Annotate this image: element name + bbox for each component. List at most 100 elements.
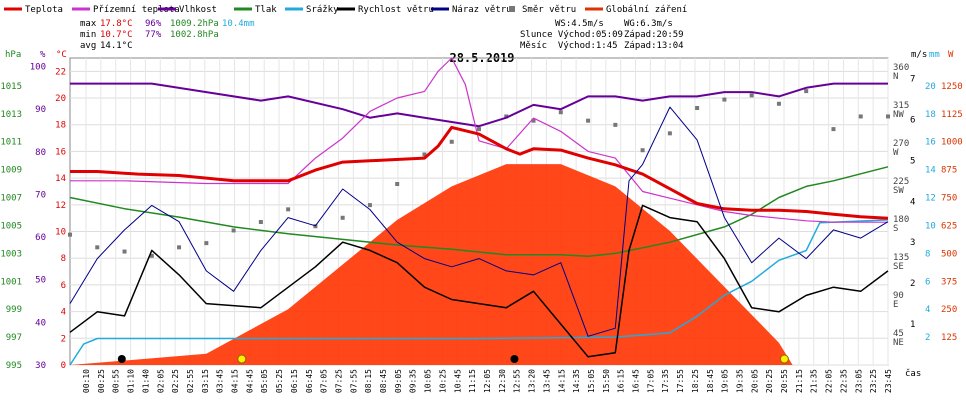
dir-tick-label: 45 xyxy=(893,329,904,339)
hpa-tick-label: 1011 xyxy=(0,138,22,148)
wind-dir-point xyxy=(804,89,809,94)
legend-label-pressure: Tlak xyxy=(255,5,277,15)
legend-label-rain: Srážky xyxy=(306,5,339,15)
sunrise-marker xyxy=(237,354,247,364)
stats-min-hum: 77% xyxy=(145,30,162,40)
x-tick-label: 06:15 xyxy=(290,369,299,393)
x-tick-label: 18:25 xyxy=(691,369,700,393)
w-unit: W xyxy=(948,50,954,60)
mm-tick-label: 12 xyxy=(925,194,936,204)
temp-tick-label: 20 xyxy=(55,94,66,104)
x-tick-label: 10:05 xyxy=(424,369,433,393)
temp-tick-label: 8 xyxy=(61,254,66,264)
wind-dir-point xyxy=(613,122,618,127)
wind-wg: WG:6.3m/s xyxy=(624,19,673,29)
legend-item-rain: Srážky xyxy=(285,5,339,15)
wind-dir-point xyxy=(258,220,263,224)
mm-unit: mm xyxy=(929,50,940,60)
wind-dir-point xyxy=(695,106,700,110)
wind-dir-point xyxy=(95,245,100,250)
dir-tick-label: NW xyxy=(893,110,904,120)
dir-tick-label: 180 xyxy=(893,215,909,225)
plot-area xyxy=(68,57,890,366)
x-tick-label: 03:15 xyxy=(201,369,210,393)
sun-rise: Slunce Východ:05:09 xyxy=(520,30,623,40)
w-tick-label: 1250 xyxy=(941,82,963,92)
x-tick-label: 21:35 xyxy=(810,369,819,393)
wind-dir-point xyxy=(204,241,209,246)
pct-tick-label: 30 xyxy=(35,361,46,371)
wind-dir-point xyxy=(449,139,454,144)
wind-dir-point xyxy=(286,207,291,212)
x-tick-label: 09:05 xyxy=(394,369,403,393)
stats-min-pres: 1002.8hPa xyxy=(170,30,219,40)
wind-dir-point xyxy=(858,114,863,119)
legend-item-pressure: Tlak xyxy=(234,5,277,15)
w-tick-label: 125 xyxy=(941,333,957,343)
x-tick-label: 09:35 xyxy=(409,369,418,393)
w-tick-label: 375 xyxy=(941,277,957,287)
x-tick-label: 14:35 xyxy=(572,369,581,393)
w-tick-label: 1000 xyxy=(941,138,963,148)
x-tick-label: 17:35 xyxy=(661,369,670,393)
axes: 00:10 00:25 00:55 01:10 01:40 02:05 02:25 02:55… xyxy=(0,50,962,393)
stats-max-temp: 17.8°C xyxy=(100,19,133,29)
x-tick-label: 00:55 xyxy=(112,369,121,393)
series-temperature xyxy=(70,125,889,220)
w-tick-label: 1125 xyxy=(941,110,963,120)
legend-item-temperature: Teplota xyxy=(4,5,63,15)
pct-tick-label: 80 xyxy=(35,148,46,158)
hpa-tick-label: 1001 xyxy=(0,277,22,287)
dir-tick-label: 270 xyxy=(893,139,909,149)
mm-tick-label: 16 xyxy=(925,138,936,148)
ms-tick-label: 4 xyxy=(910,197,915,207)
w-tick-label: 625 xyxy=(941,221,957,231)
x-tick-label: 06:45 xyxy=(305,369,314,393)
pct-tick-label: 60 xyxy=(35,233,46,243)
legend-label-wind-gust: Náraz větru xyxy=(452,5,512,15)
pct-tick-label: 90 xyxy=(35,105,46,115)
mm-tick-label: 2 xyxy=(925,333,930,343)
hpa-tick-label: 1013 xyxy=(0,110,22,120)
legend-label-solar: Globální záření xyxy=(606,5,687,15)
x-tick-label: 02:05 xyxy=(156,369,165,393)
x-tick-label: 03:45 xyxy=(216,369,225,393)
x-tick-label: 18:45 xyxy=(706,369,715,393)
temp-tick-label: 10 xyxy=(55,228,66,238)
temp-tick-label: 22 xyxy=(55,67,66,77)
wind-dir-point xyxy=(558,110,563,115)
wind-dir-point xyxy=(422,152,427,157)
x-tick-label: 01:10 xyxy=(127,369,136,393)
temp-tick-label: 4 xyxy=(61,308,66,318)
wind-dir-point xyxy=(177,245,182,250)
pct-tick-label: 50 xyxy=(35,276,46,286)
temp-tick-label: 2 xyxy=(61,334,66,344)
w-tick-label: 500 xyxy=(941,249,957,259)
x-tick-label: 20:25 xyxy=(765,369,774,393)
moon-rise: Měsíc Východ:1:45 xyxy=(520,41,618,51)
moonrise-marker xyxy=(117,355,126,363)
legend-swatch-wind-dir xyxy=(509,6,515,12)
legend-item-solar: Globální záření xyxy=(585,5,687,15)
stats-block: max 17.8°C 96% 1009.2hPa 10.4mm min 10.7… xyxy=(80,19,255,51)
temp-tick-label: 16 xyxy=(55,147,66,157)
x-tick-label: 10:25 xyxy=(438,369,447,393)
legend-label-wind-dir: Směr větru xyxy=(522,5,576,15)
dir-tick-label: 90 xyxy=(893,291,904,301)
hpa-tick-label: 1007 xyxy=(0,194,22,204)
hpa-tick-label: 997 xyxy=(6,333,22,343)
wind-dir-point xyxy=(122,249,127,254)
pct-tick-label: 70 xyxy=(35,190,46,200)
stats-max-label: max xyxy=(80,19,97,29)
temp-tick-label: 12 xyxy=(55,201,66,211)
x-tick-label: 01:40 xyxy=(141,369,150,393)
sun-set: Západ:20:59 xyxy=(624,30,684,40)
temp-tick-label: 0 xyxy=(61,361,66,371)
x-tick-label: 20:05 xyxy=(750,369,759,393)
x-tick-label: 02:25 xyxy=(171,369,180,393)
hpa-tick-label: 1009 xyxy=(0,166,22,176)
dir-tick-label: S xyxy=(893,224,898,234)
dir-tick-label: NE xyxy=(893,338,904,348)
hpa-tick-label: 999 xyxy=(6,305,22,315)
